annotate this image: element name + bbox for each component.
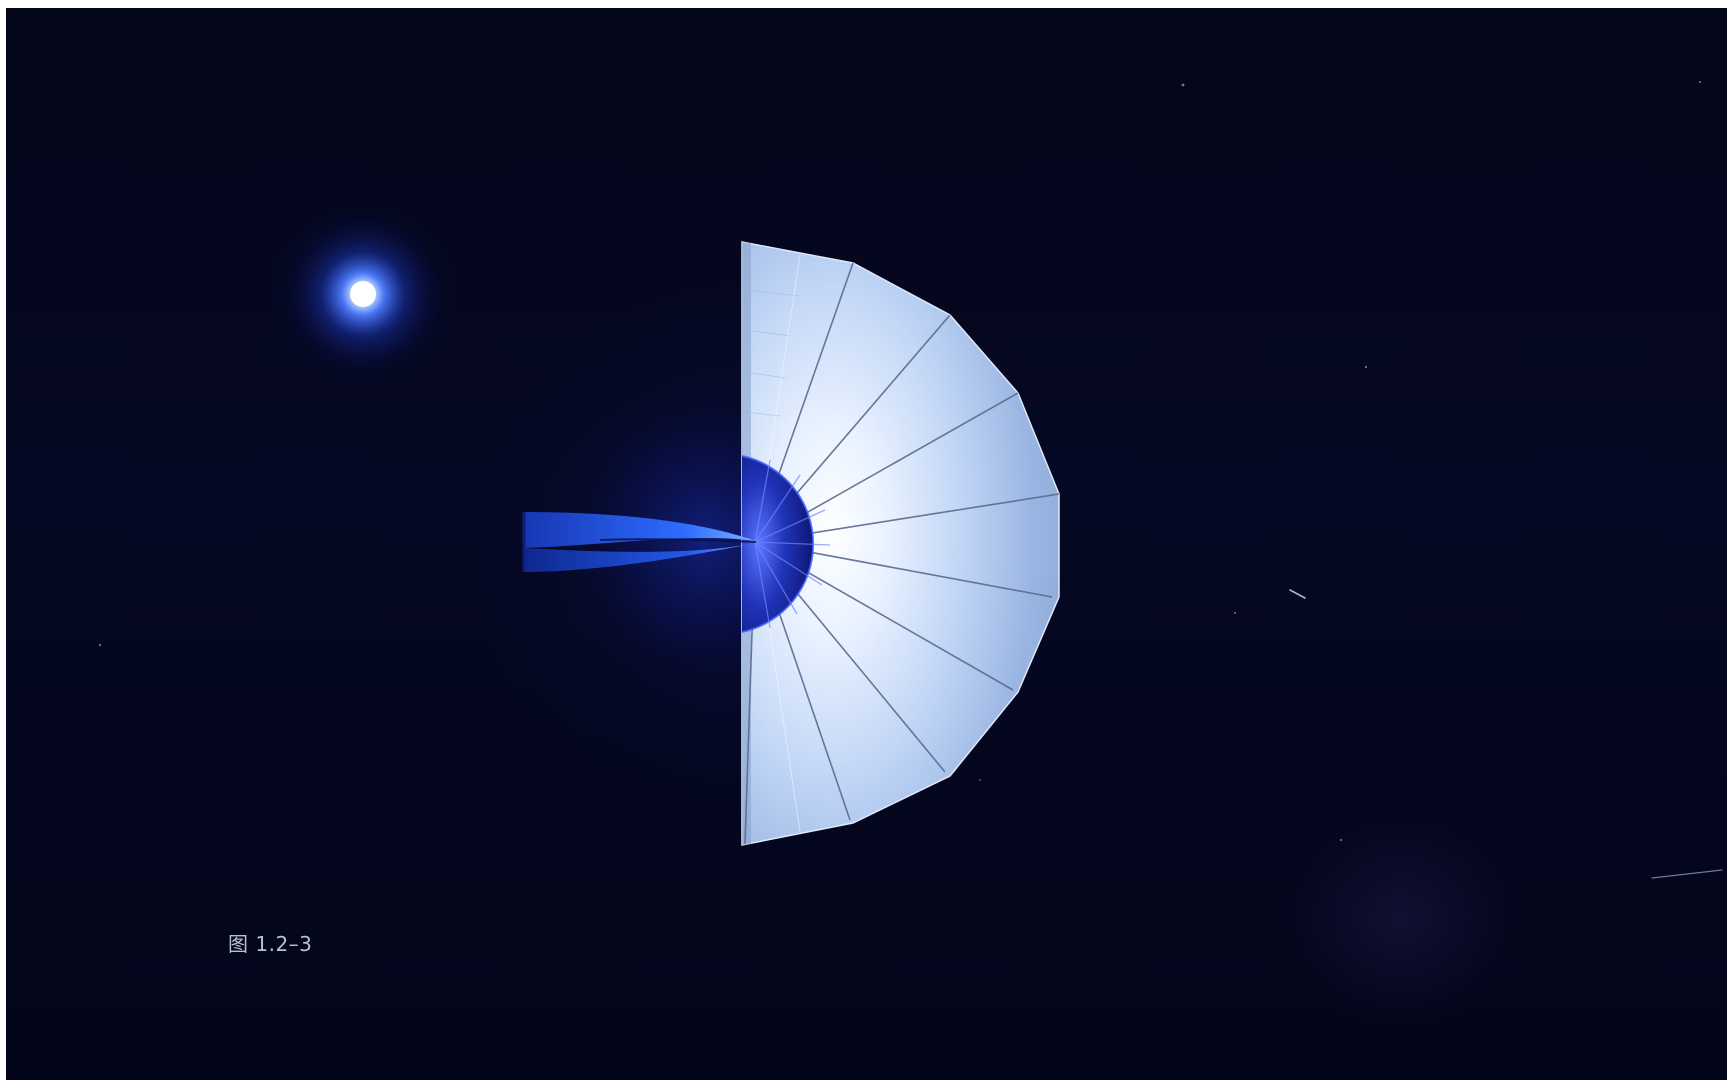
light-streaks xyxy=(1289,589,1723,879)
figure-caption: 图 1.2–3 xyxy=(228,932,313,956)
boom-blade xyxy=(522,512,757,572)
sail-hub xyxy=(741,455,831,633)
background-stars xyxy=(98,81,1701,842)
solar-sail xyxy=(741,241,1060,846)
star-icon xyxy=(268,199,458,389)
